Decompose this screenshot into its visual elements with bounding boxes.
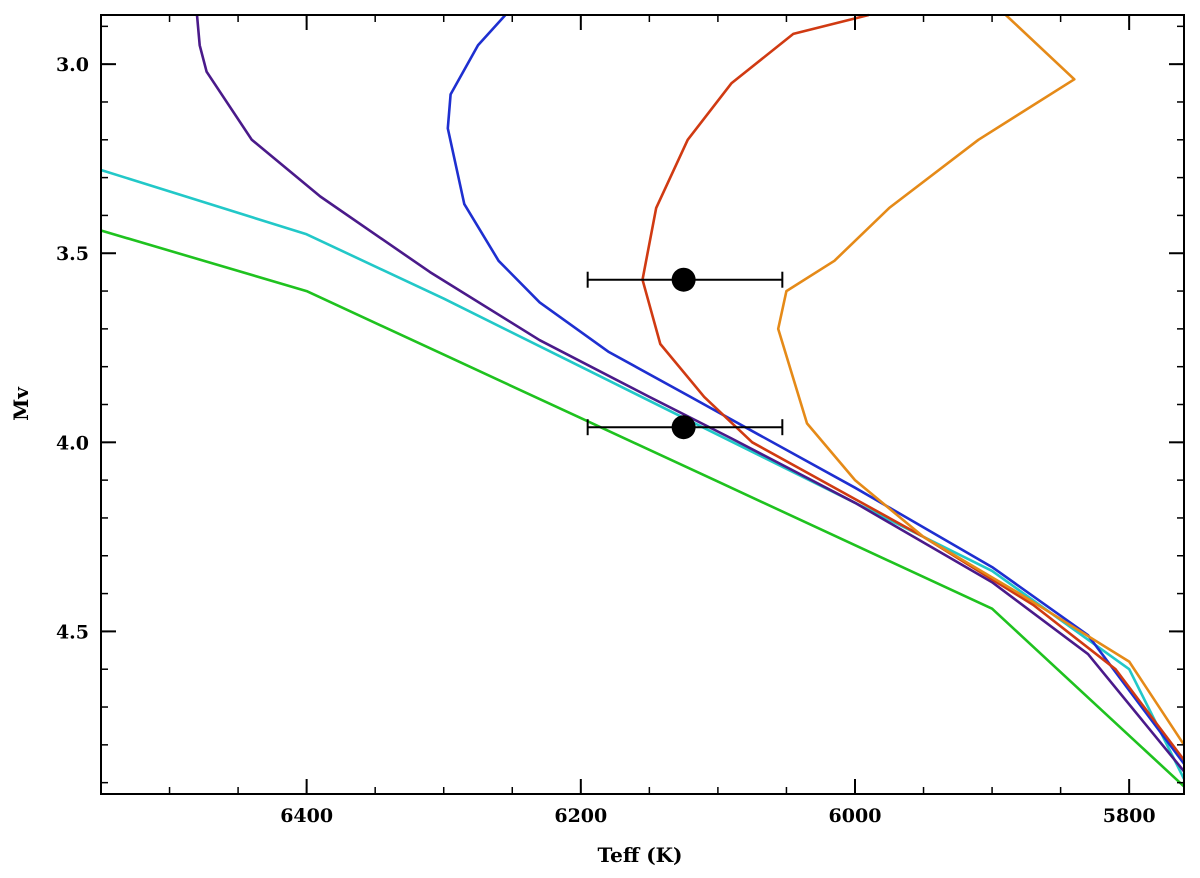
x-tick-label: 6400 (280, 805, 333, 827)
series-line-2 (100, 168, 1186, 780)
x-tick-label: 5800 (1103, 805, 1156, 827)
y-tick-label: 3.5 (56, 243, 89, 265)
series-layer (100, 13, 1186, 788)
series-line-5 (641, 13, 1186, 761)
ticks-layer: 6400 6200 6000 5800 3.0 3.5 4.0 4.5 (56, 15, 1184, 827)
series-line-1 (100, 229, 1185, 788)
point-marker (671, 267, 696, 292)
points-layer (586, 267, 784, 440)
x-axis-title: Teff (K) (598, 843, 683, 867)
plot-frame (100, 14, 1185, 795)
y-tick-label: 3.0 (56, 54, 89, 76)
data-point-2 (586, 415, 784, 440)
series-line-3 (195, 14, 1186, 773)
series-line-6 (776, 14, 1186, 746)
x-tick-label: 6000 (829, 805, 882, 827)
x-tick-label: 6200 (554, 805, 607, 827)
y-axis-title: Mv (9, 386, 33, 421)
y-tick-label: 4.0 (56, 432, 89, 454)
data-point-1 (586, 267, 784, 292)
series-line-4 (446, 14, 1186, 765)
y-tick-label: 4.5 (56, 621, 89, 643)
point-marker (671, 415, 696, 440)
